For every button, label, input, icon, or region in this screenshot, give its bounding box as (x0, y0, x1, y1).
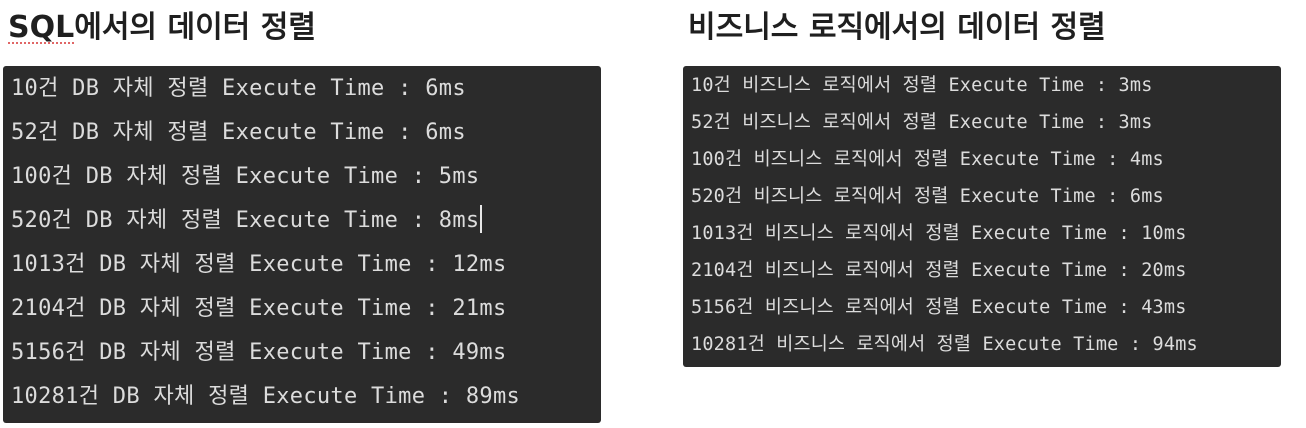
sql-word: SQL (8, 10, 75, 45)
console-line-text: 10281건 DB 자체 정렬 Execute Time : 89ms (11, 384, 521, 409)
console-line-text: 10건 비즈니스 로직에서 정렬 Execute Time : 3ms (691, 75, 1153, 96)
sql-sort-heading: SQL에서의 데이터 정렬 (8, 8, 316, 48)
console-line-text: 520건 비즈니스 로직에서 정렬 Execute Time : 6ms (691, 186, 1164, 207)
console-line: 10281건 비즈니스 로직에서 정렬 Execute Time : 94ms (683, 326, 1281, 363)
console-line: 2104건 DB 자체 정렬 Execute Time : 21ms (3, 287, 601, 331)
console-line: 5156건 DB 자체 정렬 Execute Time : 49ms (3, 331, 601, 375)
console-line: 520건 DB 자체 정렬 Execute Time : 8ms (3, 199, 601, 243)
console-line: 10281건 DB 자체 정렬 Execute Time : 89ms (3, 375, 601, 419)
console-line: 520건 비즈니스 로직에서 정렬 Execute Time : 6ms (683, 178, 1281, 215)
console-line: 1013건 비즈니스 로직에서 정렬 Execute Time : 10ms (683, 215, 1281, 252)
business-logic-sort-console-output[interactable]: 10건 비즈니스 로직에서 정렬 Execute Time : 3ms 52건 … (683, 66, 1281, 367)
console-line: 100건 DB 자체 정렬 Execute Time : 5ms (3, 155, 601, 199)
console-line-text: 100건 비즈니스 로직에서 정렬 Execute Time : 4ms (691, 149, 1164, 170)
sql-sort-console-output[interactable]: 10건 DB 자체 정렬 Execute Time : 6ms 52건 DB 자… (3, 66, 601, 423)
sql-sort-heading-text: 에서의 데이터 정렬 (74, 10, 316, 45)
console-line-text: 520건 DB 자체 정렬 Execute Time : 8ms (11, 208, 480, 233)
console-line-text: 100건 DB 자체 정렬 Execute Time : 5ms (11, 164, 480, 189)
console-line-text: 5156건 DB 자체 정렬 Execute Time : 49ms (11, 340, 507, 365)
console-line-text: 10건 DB 자체 정렬 Execute Time : 6ms (11, 76, 466, 101)
console-line: 2104건 비즈니스 로직에서 정렬 Execute Time : 20ms (683, 252, 1281, 289)
console-line: 10건 DB 자체 정렬 Execute Time : 6ms (3, 67, 601, 111)
console-line: 10건 비즈니스 로직에서 정렬 Execute Time : 3ms (683, 67, 1281, 104)
console-line-text: 52건 DB 자체 정렬 Execute Time : 6ms (11, 120, 466, 145)
console-line-text: 10281건 비즈니스 로직에서 정렬 Execute Time : 94ms (691, 334, 1198, 355)
console-line: 1013건 DB 자체 정렬 Execute Time : 12ms (3, 243, 601, 287)
console-line-text: 2104건 비즈니스 로직에서 정렬 Execute Time : 20ms (691, 260, 1187, 281)
console-line-text: 52건 비즈니스 로직에서 정렬 Execute Time : 3ms (691, 112, 1153, 133)
console-line: 100건 비즈니스 로직에서 정렬 Execute Time : 4ms (683, 141, 1281, 178)
console-line-text: 5156건 비즈니스 로직에서 정렬 Execute Time : 43ms (691, 297, 1187, 318)
business-logic-sort-heading: 비즈니스 로직에서의 데이터 정렬 (688, 10, 1106, 45)
console-line: 5156건 비즈니스 로직에서 정렬 Execute Time : 43ms (683, 289, 1281, 326)
console-line-text: 1013건 DB 자체 정렬 Execute Time : 12ms (11, 252, 507, 277)
text-cursor (480, 205, 483, 233)
console-line: 52건 DB 자체 정렬 Execute Time : 6ms (3, 111, 601, 155)
console-line-text: 2104건 DB 자체 정렬 Execute Time : 21ms (11, 296, 507, 321)
console-line-text: 1013건 비즈니스 로직에서 정렬 Execute Time : 10ms (691, 223, 1187, 244)
console-line: 52건 비즈니스 로직에서 정렬 Execute Time : 3ms (683, 104, 1281, 141)
